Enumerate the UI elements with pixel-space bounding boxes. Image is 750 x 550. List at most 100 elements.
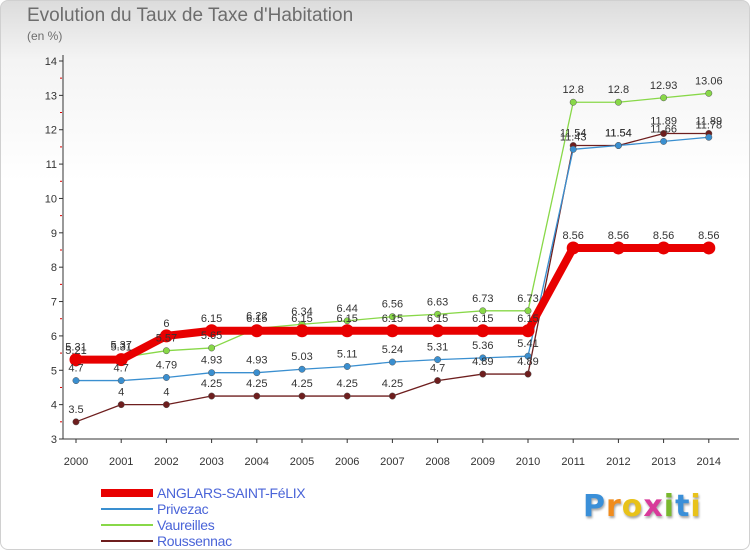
logo-letter: x xyxy=(643,489,664,524)
data-point-privezac xyxy=(479,354,487,362)
x-tick-label: 2011 xyxy=(561,456,585,468)
x-tick-label: 2008 xyxy=(425,456,449,468)
data-label-vaureilles: 5.37 xyxy=(110,340,131,352)
x-tick-label: 2012 xyxy=(606,456,630,468)
x-tick-label: 2000 xyxy=(64,456,88,468)
series-lines xyxy=(75,92,709,423)
data-label-roussennac: 4.25 xyxy=(246,378,267,390)
data-label-privezac: 4.79 xyxy=(156,359,177,371)
chart-title: Evolution du Taux de Taxe d'Habitation xyxy=(27,5,354,26)
x-tick-label: 2014 xyxy=(697,456,721,468)
data-label-vaureilles: 5.57 xyxy=(156,333,177,345)
legend-label: Roussennac xyxy=(157,533,232,549)
data-label-anglars-saint-f-lix: 6.15 xyxy=(336,313,357,325)
data-label-privezac: 4.7 xyxy=(68,363,83,375)
data-label-anglars-saint-f-lix: 5.31 xyxy=(110,342,131,354)
y-tick-label: 6 xyxy=(51,331,57,343)
data-point-privezac xyxy=(524,352,532,360)
data-point-anglars-saint-f-lix xyxy=(702,241,716,255)
data-point-anglars-saint-f-lix xyxy=(159,329,173,343)
data-label-roussennac: 4.25 xyxy=(382,378,403,390)
data-label-vaureilles: 5.65 xyxy=(201,330,222,342)
data-point-anglars-saint-f-lix xyxy=(611,241,625,255)
data-point-roussennac xyxy=(434,377,442,385)
data-point-anglars-saint-f-lix xyxy=(205,324,219,338)
data-labels: 5.31 5.31 6 6.15 6.15 6.15 6.15 6.15 6.15 6.15 6.1… xyxy=(65,75,722,416)
data-label-anglars-saint-f-lix: 8.56 xyxy=(698,230,719,242)
data-label-anglars-saint-f-lix: 6.15 xyxy=(472,313,493,325)
x-tick-label: 2007 xyxy=(380,456,404,468)
data-label-anglars-saint-f-lix: 6.15 xyxy=(382,313,403,325)
data-point-vaureilles xyxy=(479,307,487,315)
data-label-roussennac: 4.25 xyxy=(201,378,222,390)
data-point-vaureilles xyxy=(434,310,442,318)
data-point-vaureilles xyxy=(162,347,170,355)
data-label-roussennac: 4.89 xyxy=(472,356,493,368)
data-point-anglars-saint-f-lix xyxy=(69,353,83,367)
data-point-roussennac xyxy=(343,392,351,400)
x-tick-label: 2006 xyxy=(335,456,359,468)
data-label-vaureilles: 6.56 xyxy=(382,299,403,311)
y-tick-label: 7 xyxy=(51,297,57,309)
proxiti-logo: Proxiti xyxy=(583,489,702,524)
legend-swatch xyxy=(101,508,153,510)
data-label-vaureilles: 5.21 xyxy=(65,345,86,357)
legend-label: ANGLARS-SAINT-FéLIX xyxy=(157,485,306,501)
y-tick-label: 4 xyxy=(51,400,57,412)
data-label-anglars-saint-f-lix: 8.56 xyxy=(608,230,629,242)
y-tick-label: 5 xyxy=(51,365,57,377)
y-tick-label: 12 xyxy=(45,125,57,137)
data-label-privezac: 5.11 xyxy=(337,348,358,360)
data-point-privezac xyxy=(72,377,80,385)
data-label-anglars-saint-f-lix: 6.15 xyxy=(427,313,448,325)
legend-label: Privezac xyxy=(157,501,209,517)
y-tick-label: 3 xyxy=(51,434,57,446)
data-point-roussennac xyxy=(72,418,80,426)
x-tick-label: 2009 xyxy=(471,456,495,468)
data-label-anglars-saint-f-lix: 6.15 xyxy=(291,313,312,325)
data-label-anglars-saint-f-lix: 6.15 xyxy=(246,313,267,325)
data-label-privezac: 5.41 xyxy=(517,338,538,350)
data-label-vaureilles: 12.93 xyxy=(650,80,678,92)
data-label-anglars-saint-f-lix: 6 xyxy=(163,318,169,330)
data-label-privezac: 4.93 xyxy=(201,355,222,367)
y-tick-label: 8 xyxy=(51,262,57,274)
data-point-vaureilles xyxy=(524,307,532,315)
data-label-roussennac: 3.5 xyxy=(68,404,83,416)
data-point-anglars-saint-f-lix xyxy=(431,324,445,338)
data-label-privezac: 4.7 xyxy=(114,363,129,375)
data-point-anglars-saint-f-lix xyxy=(295,324,309,338)
logo-letter: o xyxy=(621,489,644,524)
data-point-roussennac xyxy=(660,130,668,137)
data-label-anglars-saint-f-lix: 5.31 xyxy=(65,342,86,354)
data-point-privezac xyxy=(388,358,396,366)
y-tick-label: 10 xyxy=(45,193,57,205)
data-point-vaureilles xyxy=(705,89,713,97)
data-point-anglars-saint-f-lix xyxy=(114,353,128,367)
data-label-vaureilles: 6.73 xyxy=(472,293,493,305)
data-label-anglars-saint-f-lix: 8.56 xyxy=(653,230,674,242)
data-point-privezac xyxy=(208,369,216,377)
data-point-vaureilles xyxy=(569,98,577,106)
data-point-anglars-saint-f-lix xyxy=(385,324,399,338)
logo-letter: i xyxy=(663,489,676,524)
y-tick-label: 9 xyxy=(51,228,57,240)
data-label-vaureilles: 6.22 xyxy=(246,310,267,322)
data-point-privezac xyxy=(298,365,306,373)
data-label-vaureilles: 13.06 xyxy=(695,75,723,87)
data-point-privezac xyxy=(253,369,261,377)
data-label-roussennac: 4.25 xyxy=(336,378,357,390)
data-label-roussennac: 4 xyxy=(163,387,169,399)
data-point-privezac xyxy=(660,137,668,145)
y-axis-unit-label: (en %) xyxy=(27,29,63,43)
legend-swatch xyxy=(101,489,153,497)
data-label-vaureilles: 6.63 xyxy=(427,296,448,308)
logo-letter: r xyxy=(606,489,622,524)
data-point-vaureilles xyxy=(660,94,668,102)
data-point-roussennac xyxy=(298,392,306,400)
data-point-privezac xyxy=(614,142,622,149)
y-tick-label: 13 xyxy=(45,90,57,102)
data-point-vaureilles xyxy=(343,317,351,325)
data-label-privezac: 11.43 xyxy=(560,131,587,143)
